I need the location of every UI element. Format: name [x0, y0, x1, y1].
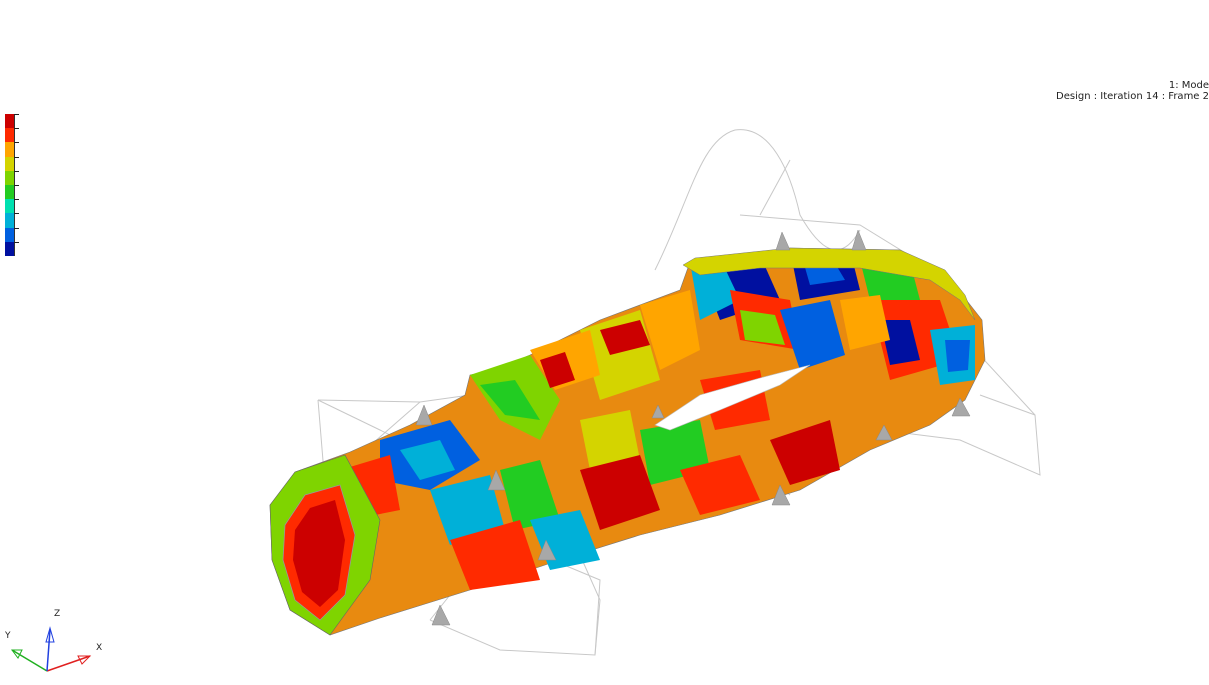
legend-tick: [14, 128, 19, 130]
legend-swatch: [5, 170, 15, 185]
stress-contour-patches: [340, 250, 975, 590]
legend-tick: [14, 156, 19, 158]
legend-tick: [14, 185, 19, 186]
x-axis-label: X: [96, 643, 103, 653]
triad-axes-icon: [11, 626, 92, 672]
coordinate-triad: X Y Z: [0, 598, 120, 685]
legend-tick: [14, 227, 19, 229]
constraint-markers: [415, 229, 971, 626]
contour-legend: [5, 114, 19, 259]
legend-swatch: [5, 156, 15, 171]
legend-swatch: [5, 114, 15, 129]
legend-swatch: [5, 128, 15, 143]
legend-tick: [14, 199, 19, 201]
main-hoop-frame: [682, 247, 976, 321]
legend-swatch: [5, 199, 15, 214]
legend-swatch: [5, 241, 15, 256]
cockpit-opening: [654, 364, 811, 431]
legend-swatch: [5, 142, 15, 157]
legend-swatch: [5, 185, 15, 200]
design-iteration-label: Design : Iteration 14 : Frame 2: [1056, 91, 1209, 102]
legend-tick: [14, 213, 19, 215]
y-axis-label: Y: [5, 631, 11, 641]
legend-tick: [14, 241, 19, 243]
model-info: 1: Mode Design : Iteration 14 : Frame 2: [1056, 80, 1209, 102]
legend-tick: [14, 170, 19, 172]
z-axis-label: Z: [54, 609, 61, 619]
legend-tick: [14, 142, 19, 144]
legend-tick: [14, 114, 19, 115]
legend-swatch: [5, 213, 15, 228]
model-label: 1: Mode: [1168, 80, 1209, 91]
legend-swatch: [5, 227, 15, 242]
